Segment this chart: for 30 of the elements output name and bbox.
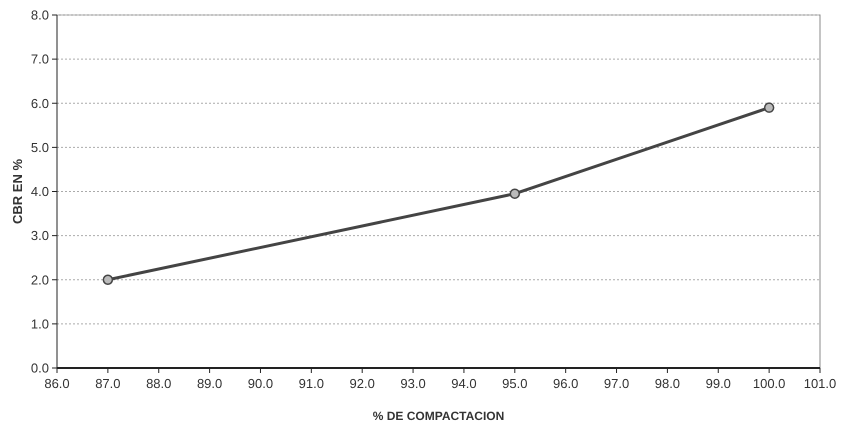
x-tick-label: 89.0 <box>196 376 222 391</box>
x-tick-label: 93.0 <box>400 376 426 391</box>
y-tick-label: 5.0 <box>30 140 49 155</box>
point <box>510 188 520 199</box>
y-tick-label: 8.0 <box>30 8 49 22</box>
x-tick-label: 98.0 <box>654 376 680 391</box>
x-tick-label: 101.0 <box>804 376 836 391</box>
x-tick-label: 90.0 <box>248 376 274 391</box>
x-tick-label: 91.0 <box>298 376 324 391</box>
x-tick-label: 88.0 <box>146 376 172 391</box>
point <box>102 274 114 285</box>
x-tick-label: 94.0 <box>451 376 477 391</box>
x-tick-label: 92.0 <box>350 376 375 391</box>
x-tick-label: 100.0 <box>752 376 786 391</box>
x-tick-label: 96.0 <box>553 376 578 391</box>
y-tick-label: 0.0 <box>30 360 49 376</box>
y-tick-label: 1.0 <box>30 316 49 332</box>
x-tick-label: 86.0 <box>44 376 70 391</box>
y-tick-label: 7.0 <box>30 52 49 67</box>
x-tick-label: 95.0 <box>502 376 528 391</box>
x-tick-label: 99.0 <box>706 376 731 391</box>
y-tick-label: 3.0 <box>30 228 49 244</box>
y-tick-label: 6.0 <box>30 96 49 111</box>
point <box>764 102 774 113</box>
y-axis-title: CBR EN % <box>10 158 25 224</box>
x-axis-title: % DE COMPACTACION <box>372 409 504 423</box>
x-tick-label: 97.0 <box>604 376 630 391</box>
y-tick-label: 2.0 <box>30 272 49 288</box>
x-tick-label: 87.0 <box>95 376 121 391</box>
y-tick-label: 4.0 <box>30 184 49 199</box>
